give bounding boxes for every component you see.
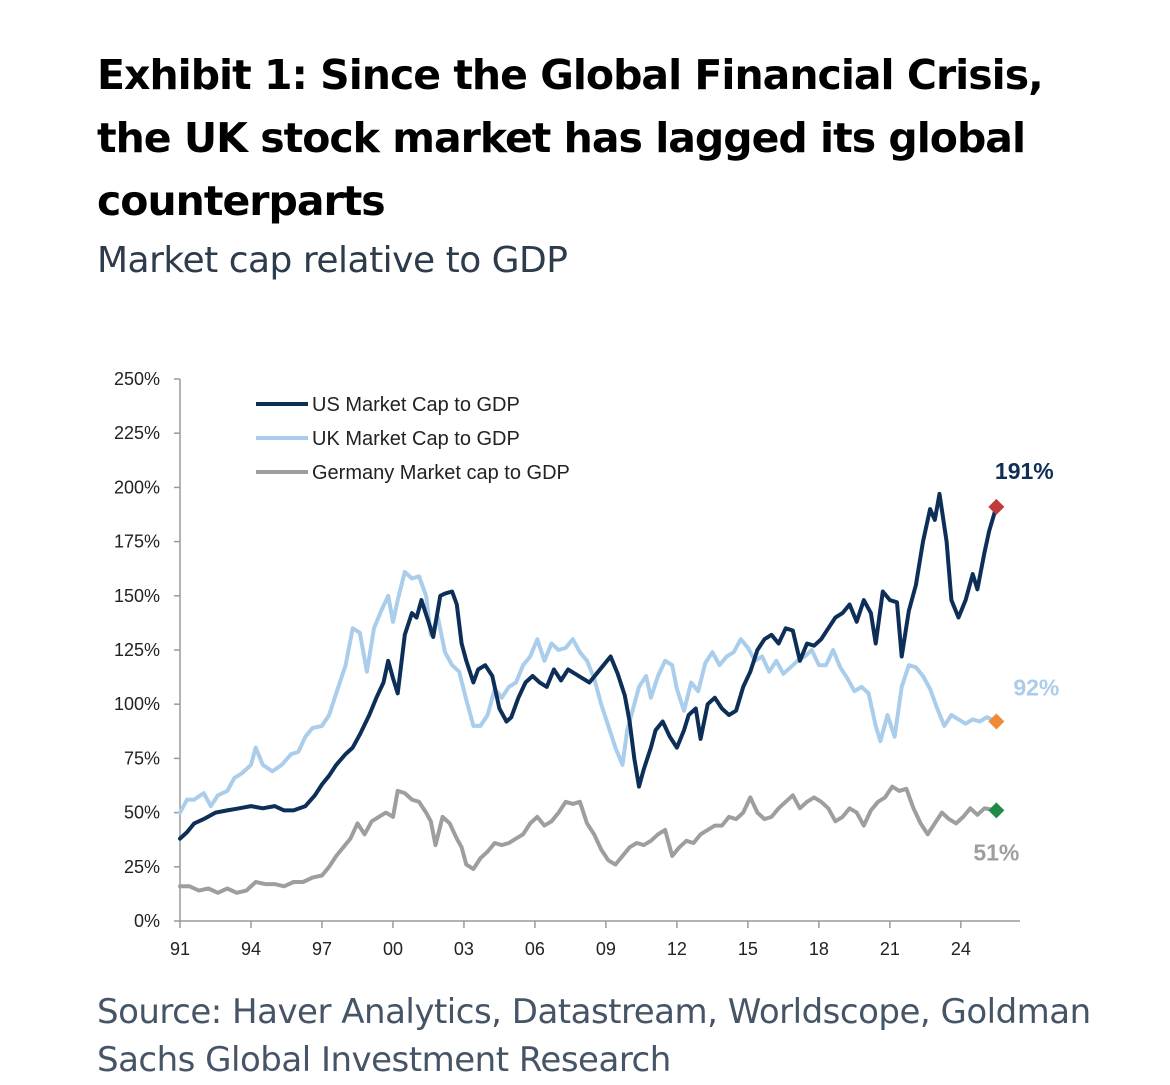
x-tick-label: 18 — [809, 939, 829, 959]
end-marker-0 — [988, 498, 1005, 515]
x-tick-label: 97 — [312, 939, 332, 959]
end-marker-1 — [988, 713, 1005, 730]
x-tick-label: 06 — [525, 939, 545, 959]
legend-label-2: Germany Market cap to GDP — [312, 462, 570, 484]
y-tick-label: 25% — [124, 857, 160, 877]
y-tick-label: 225% — [114, 423, 160, 443]
source-note: Source: Haver Analytics, Datastream, Wor… — [97, 992, 1091, 1080]
legend-label-1: UK Market Cap to GDP — [312, 428, 520, 450]
y-tick-label: 50% — [124, 803, 160, 823]
end-label-0: 191% — [995, 458, 1054, 484]
y-tick-label: 250% — [114, 369, 160, 389]
x-tick-label: 15 — [738, 939, 758, 959]
chart-series-lines — [178, 491, 999, 895]
x-tick-label: 00 — [383, 939, 403, 959]
y-tick-label: 100% — [114, 694, 160, 714]
chart-title: Exhibit 1: Since the Global Financial Cr… — [97, 51, 1044, 225]
chart-subtitle: Market cap relative to GDP — [97, 240, 568, 281]
x-tick-label: 91 — [170, 939, 190, 959]
series-line-1 — [178, 570, 999, 815]
chart-axes: 0% 25% 50% 75% 100% 125% 150% 175% 200% 225% 250% 9… — [114, 369, 1020, 959]
x-tick-label: 24 — [951, 939, 971, 959]
series-line-2 — [178, 784, 999, 895]
x-tick-label: 03 — [454, 939, 474, 959]
y-tick-label: 175% — [114, 532, 160, 552]
y-tick-label: 150% — [114, 586, 160, 606]
y-tick-label: 75% — [124, 748, 160, 768]
x-tick-label: 12 — [667, 939, 687, 959]
end-label-2: 51% — [973, 839, 1019, 865]
x-tick-label: 21 — [880, 939, 900, 959]
end-marker-2 — [988, 802, 1005, 819]
x-tick-label: 94 — [241, 939, 261, 959]
y-tick-label: 125% — [114, 640, 160, 660]
series-line-0 — [178, 491, 999, 841]
legend-label-0: US Market Cap to GDP — [312, 394, 520, 416]
x-tick-label: 09 — [596, 939, 616, 959]
chart-end-markers: 191% 92% 51% — [973, 458, 1059, 866]
end-label-1: 92% — [1013, 675, 1059, 701]
y-tick-label: 200% — [114, 477, 160, 497]
y-tick-label: 0% — [134, 911, 160, 931]
chart-legend: US Market Cap to GDP UK Market Cap to GDP… — [256, 394, 570, 484]
